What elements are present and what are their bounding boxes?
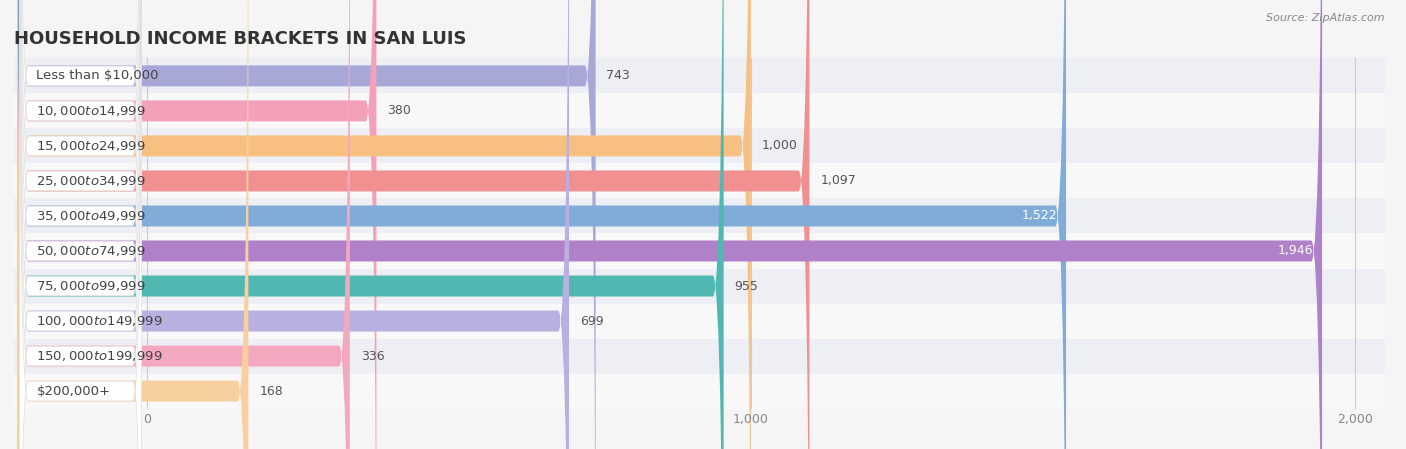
Text: $15,000 to $24,999: $15,000 to $24,999 xyxy=(37,139,146,153)
Text: 1,000: 1,000 xyxy=(762,140,797,152)
Text: 955: 955 xyxy=(734,280,758,292)
Text: 1,522: 1,522 xyxy=(1021,210,1057,222)
Text: $25,000 to $34,999: $25,000 to $34,999 xyxy=(37,174,146,188)
FancyBboxPatch shape xyxy=(17,0,596,449)
Text: $35,000 to $49,999: $35,000 to $49,999 xyxy=(37,209,146,223)
Text: $50,000 to $74,999: $50,000 to $74,999 xyxy=(37,244,146,258)
Text: 336: 336 xyxy=(361,350,384,362)
Text: $200,000+: $200,000+ xyxy=(37,385,111,397)
FancyBboxPatch shape xyxy=(17,0,751,449)
Text: 699: 699 xyxy=(579,315,603,327)
Text: 1,946: 1,946 xyxy=(1278,245,1313,257)
Bar xyxy=(14,93,1385,128)
Bar xyxy=(14,233,1385,269)
Text: HOUSEHOLD INCOME BRACKETS IN SAN LUIS: HOUSEHOLD INCOME BRACKETS IN SAN LUIS xyxy=(14,31,467,48)
FancyBboxPatch shape xyxy=(20,0,142,449)
Text: $150,000 to $199,999: $150,000 to $199,999 xyxy=(37,349,163,363)
Text: 743: 743 xyxy=(606,70,630,82)
FancyBboxPatch shape xyxy=(17,0,377,449)
Text: Less than $10,000: Less than $10,000 xyxy=(37,70,159,82)
FancyBboxPatch shape xyxy=(17,0,1066,449)
FancyBboxPatch shape xyxy=(20,0,142,449)
Bar xyxy=(14,198,1385,233)
Text: 168: 168 xyxy=(259,385,283,397)
FancyBboxPatch shape xyxy=(20,0,142,449)
Bar xyxy=(14,374,1385,409)
Text: $75,000 to $99,999: $75,000 to $99,999 xyxy=(37,279,146,293)
FancyBboxPatch shape xyxy=(20,0,142,449)
Bar xyxy=(14,304,1385,339)
FancyBboxPatch shape xyxy=(17,0,724,449)
FancyBboxPatch shape xyxy=(20,0,142,449)
FancyBboxPatch shape xyxy=(20,0,142,449)
Bar xyxy=(14,163,1385,198)
Text: 380: 380 xyxy=(387,105,411,117)
Text: $100,000 to $149,999: $100,000 to $149,999 xyxy=(37,314,163,328)
FancyBboxPatch shape xyxy=(20,0,142,449)
FancyBboxPatch shape xyxy=(17,0,1322,449)
FancyBboxPatch shape xyxy=(20,0,142,449)
Text: $10,000 to $14,999: $10,000 to $14,999 xyxy=(37,104,146,118)
Bar xyxy=(14,269,1385,304)
Bar xyxy=(14,339,1385,374)
Bar xyxy=(14,58,1385,93)
Bar xyxy=(14,128,1385,163)
FancyBboxPatch shape xyxy=(17,0,810,449)
FancyBboxPatch shape xyxy=(20,0,142,449)
FancyBboxPatch shape xyxy=(17,0,249,449)
Text: 1,097: 1,097 xyxy=(820,175,856,187)
FancyBboxPatch shape xyxy=(17,0,569,449)
FancyBboxPatch shape xyxy=(20,0,142,449)
Text: Source: ZipAtlas.com: Source: ZipAtlas.com xyxy=(1267,13,1385,23)
FancyBboxPatch shape xyxy=(17,0,350,449)
